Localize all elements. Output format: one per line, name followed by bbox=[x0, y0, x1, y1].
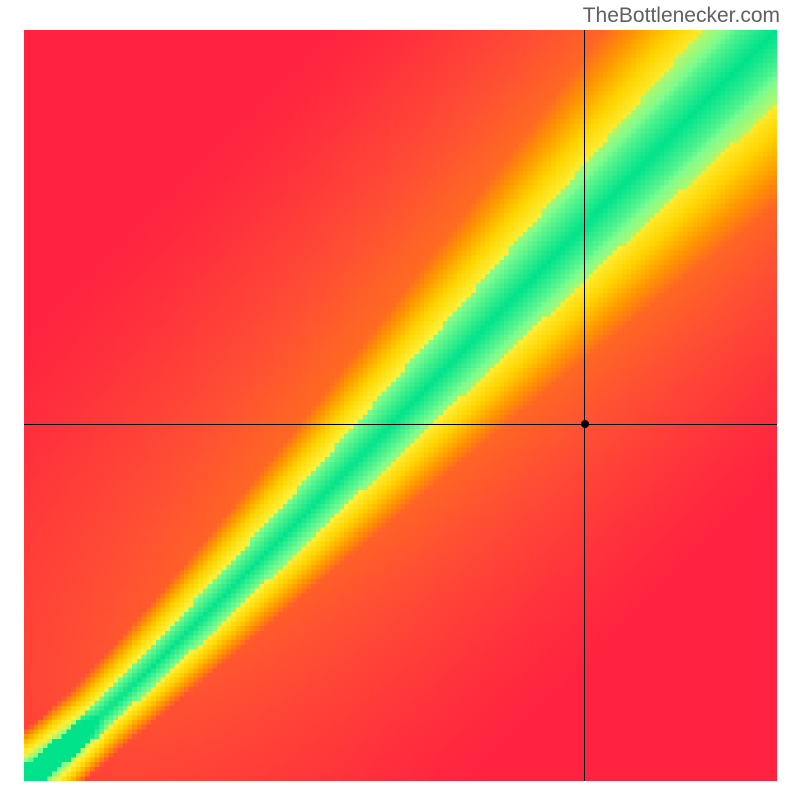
crosshair-horizontal bbox=[24, 424, 777, 425]
bottleneck-heatmap bbox=[24, 30, 777, 781]
crosshair-vertical bbox=[584, 30, 585, 781]
chart-container: TheBottlenecker.com bbox=[0, 0, 800, 800]
watermark-text: TheBottlenecker.com bbox=[583, 4, 780, 28]
